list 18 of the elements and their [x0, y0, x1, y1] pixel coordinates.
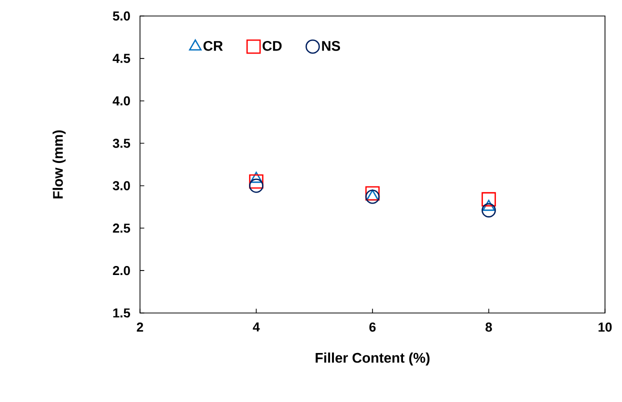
x-tick-label: 8: [486, 322, 492, 332]
y-tick-label: 4.5: [112, 54, 130, 63]
y-tick-label: 3.0: [112, 181, 130, 190]
legend-label: NS: [322, 40, 340, 51]
y-tick-label: 2.0: [112, 266, 130, 276]
y-tick-label: 1.5: [113, 308, 130, 318]
x-tick-label: 6: [369, 322, 376, 332]
y-tick-label: 2.5: [112, 224, 130, 233]
y-axis-title: Flow (mm): [52, 130, 66, 198]
x-tick-label: 10: [598, 322, 612, 332]
x-tick-label: 4: [252, 322, 260, 332]
legend-label: CR: [204, 40, 223, 51]
y-tick-label: 3.5: [112, 138, 130, 148]
y-tick-label: 5.0: [112, 11, 130, 21]
x-tick-label: 2: [136, 322, 144, 332]
y-tick-label: 4.0: [112, 96, 130, 106]
legend-label: CD: [262, 40, 282, 51]
x-axis-title: Filler Content (%): [316, 352, 430, 366]
